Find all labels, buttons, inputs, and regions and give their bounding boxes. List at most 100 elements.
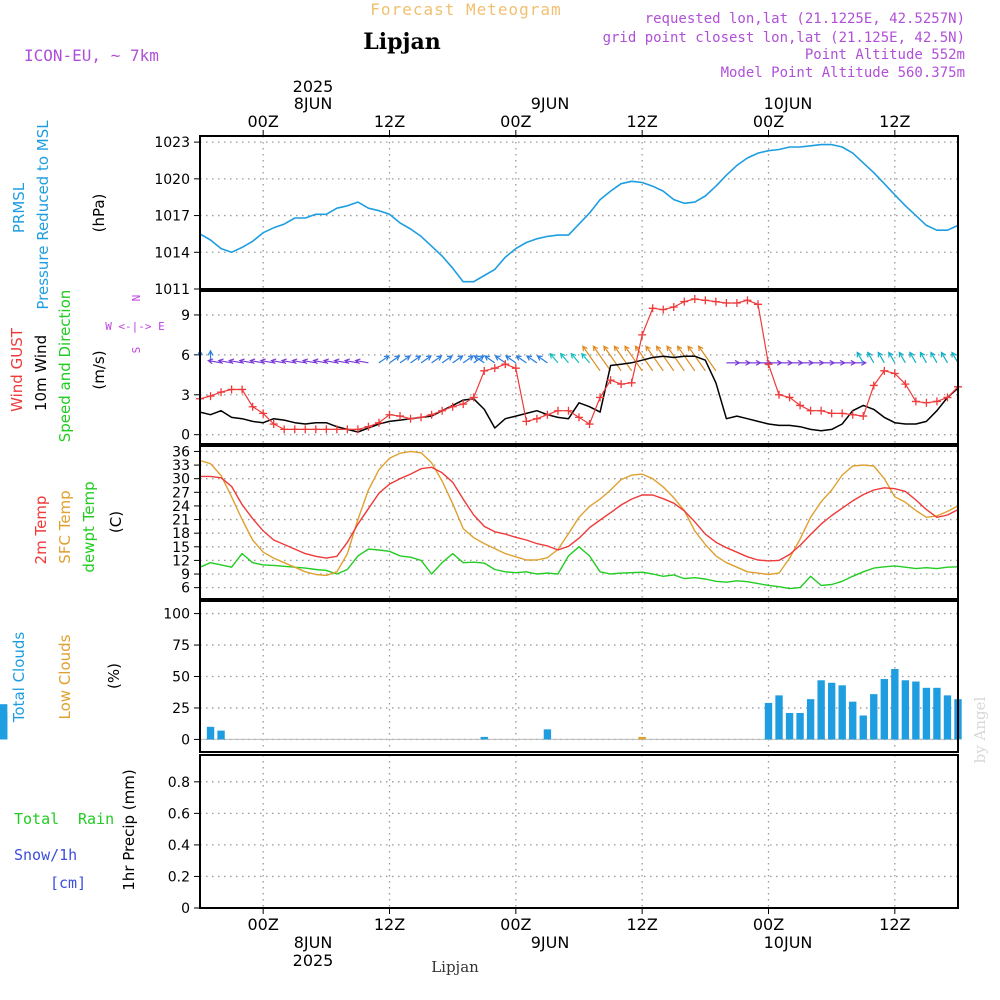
wind-gust-point	[753, 300, 762, 309]
pressure-line	[199, 143, 959, 283]
wind-gust-point	[396, 412, 405, 421]
wind-direction-arrowhead	[457, 355, 464, 361]
wind-gust-point	[480, 366, 489, 375]
wind-direction-arrowhead	[301, 358, 308, 365]
wind-gust-point	[859, 412, 868, 421]
total-cloud-bar	[870, 694, 878, 740]
wind-gust-point	[785, 393, 794, 402]
wind-direction-arrow	[292, 359, 306, 364]
y-tick-label: 100	[163, 607, 190, 623]
wind-direction-arrowhead	[856, 351, 862, 358]
wind-gust-point	[322, 425, 331, 434]
wind-direction-arrowhead	[425, 355, 432, 361]
y-tick-label: 1020	[154, 172, 190, 188]
wind-gust-point	[743, 296, 752, 305]
top-date-label: 8JUN	[294, 94, 333, 113]
wind-direction-arrow	[495, 355, 506, 364]
wind-direction-arrowhead	[549, 352, 556, 359]
wind-direction-arrow	[537, 355, 548, 364]
wind-gust-point	[596, 393, 605, 402]
precip-label-rain: Rain	[78, 810, 114, 828]
wind-direction-arrow	[645, 345, 664, 372]
top-time-tick-label: 12Z	[627, 112, 658, 131]
wind-direction-arrow	[909, 352, 917, 364]
wind-gust-point	[427, 410, 436, 419]
wind-gust-point	[627, 378, 636, 387]
wind-direction-arrow	[260, 359, 274, 364]
total-cloud-bar	[880, 679, 888, 740]
wind-gust-point	[648, 304, 657, 313]
wind-direction-arrowhead	[697, 345, 704, 352]
total-cloud-bar	[912, 681, 920, 740]
pressure-label-msl: Pressure Reduced to MSL	[34, 120, 52, 310]
wind-gust-point	[374, 418, 383, 427]
wind-direction-arrow	[484, 355, 496, 364]
wind-direction-arrowhead	[655, 345, 662, 352]
wind-direction-arrowhead	[483, 355, 490, 361]
wind-direction-arrow	[560, 353, 569, 364]
pressure-unit: (hPa)	[90, 194, 108, 233]
total-cloud-bar	[901, 680, 910, 740]
wind-gust-point	[775, 390, 784, 399]
y-tick-label: 18	[172, 526, 190, 542]
wind-gust-point	[385, 410, 394, 419]
y-tick-label: 1017	[154, 209, 190, 225]
wind-gust-point	[290, 425, 299, 434]
top-time-tick-label: 00Z	[248, 112, 279, 131]
wind-gust-point	[817, 406, 826, 415]
wind-gust-point	[659, 305, 668, 314]
top-date-label: 9JUN	[531, 94, 570, 113]
wind-direction-arrowhead	[333, 358, 340, 365]
wind-gust-point	[701, 296, 710, 305]
wind-direction-arrowhead	[581, 352, 587, 359]
wind-direction-arrow	[323, 359, 337, 364]
wind-gust-point	[501, 360, 510, 369]
wind-gust-point	[932, 397, 941, 406]
wind-direction-arrow	[355, 359, 369, 364]
wind-gust-point	[901, 380, 910, 389]
y-tick-label: 0	[181, 901, 190, 917]
wind-gust-point	[911, 397, 920, 406]
panel-frame	[199, 445, 959, 600]
wind-direction-arrowhead	[504, 355, 512, 361]
wind-speed-line	[199, 355, 959, 433]
wind-direction-arrowhead	[404, 355, 411, 361]
wind-gust-point	[364, 422, 373, 431]
wind-direction-arrow	[505, 355, 517, 364]
top-year-label: 2025	[293, 77, 334, 96]
y-tick-label: 9	[181, 308, 190, 324]
wind-direction-arrow	[420, 355, 432, 364]
total-cloud-bar	[775, 695, 783, 740]
panel-background	[200, 755, 958, 908]
wind-gust-point	[311, 425, 320, 434]
top-time-tick-label: 00Z	[753, 112, 784, 131]
wind-gust-point	[638, 330, 647, 339]
precip-label-snow: Snow/1h	[14, 846, 77, 864]
wind-direction-arrowhead	[909, 351, 915, 358]
location-title: Lipjan	[363, 29, 440, 55]
wind-direction-arrow	[208, 359, 222, 364]
wind-direction-arrow	[666, 345, 685, 372]
wind-label-direction: Speed and Direction	[56, 290, 74, 443]
wind-direction-arrow	[888, 352, 896, 364]
wind-direction-arrow	[302, 359, 316, 364]
compass-south: S	[130, 347, 143, 354]
wind-direction-arrow	[582, 345, 601, 372]
wind-direction-arrowhead	[354, 358, 361, 365]
wind-direction-arrow	[313, 359, 327, 364]
wind-direction-arrow	[677, 345, 696, 372]
bottom-time-tick-label: 12Z	[879, 915, 910, 934]
y-tick-label: 0.6	[168, 806, 190, 822]
wind-direction-arrow	[898, 352, 906, 364]
bottom-time-tick-label: 12Z	[374, 915, 405, 934]
wind-direction-arrow	[930, 352, 938, 364]
wind-gust-point	[722, 298, 731, 307]
y-tick-label: 75	[172, 638, 190, 654]
wind-gust-point	[838, 409, 847, 418]
panel-frame	[199, 290, 959, 445]
total-cloud-bar	[943, 695, 952, 740]
panel-background	[200, 446, 958, 599]
wind-direction-arrowhead	[249, 358, 256, 365]
wind-direction-arrow	[462, 355, 474, 364]
wind-gust-point	[406, 414, 415, 423]
